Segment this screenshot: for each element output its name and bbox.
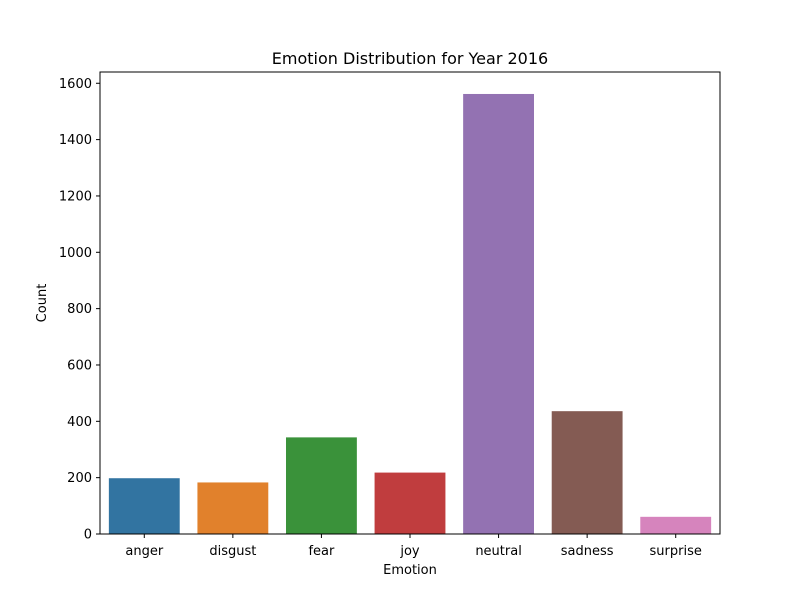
x-tick-label: joy — [399, 544, 420, 559]
y-axis-label: Count — [35, 284, 50, 323]
x-axis-label: Emotion — [383, 563, 437, 578]
y-tick-label: 1400 — [59, 133, 92, 148]
chart-title: Emotion Distribution for Year 2016 — [272, 49, 548, 68]
plot-frame — [99, 71, 721, 535]
bar-disgust — [197, 482, 269, 534]
y-tick-label: 600 — [67, 358, 92, 373]
bar-fear — [286, 437, 357, 534]
y-tick-label: 0 — [84, 528, 92, 543]
bar-sadness — [551, 411, 623, 534]
x-tick-label: surprise — [650, 544, 702, 559]
y-axis-ticks: 0 200 400 600 800 1000 1200 1400 1600 — [59, 77, 100, 543]
y-tick-label: 1000 — [59, 246, 92, 261]
x-tick-label: fear — [308, 544, 335, 559]
x-tick-label: sadness — [561, 544, 614, 559]
x-axis-ticks: anger disgust fear joy neutral sadness surpris… — [125, 534, 702, 559]
bar-surprise — [640, 516, 712, 534]
bar-anger — [108, 478, 180, 534]
y-tick-label: 400 — [67, 415, 92, 430]
y-tick-label: 1600 — [59, 77, 92, 92]
y-tick-label: 200 — [67, 471, 92, 486]
bars-group — [108, 93, 712, 534]
y-tick-label: 1200 — [59, 189, 92, 204]
x-tick-label: disgust — [209, 544, 256, 559]
bar-joy — [374, 472, 446, 534]
y-tick-label: 800 — [67, 302, 92, 317]
x-tick-label: anger — [125, 544, 163, 559]
x-tick-label: neutral — [475, 544, 522, 559]
bar-neutral — [463, 93, 534, 534]
